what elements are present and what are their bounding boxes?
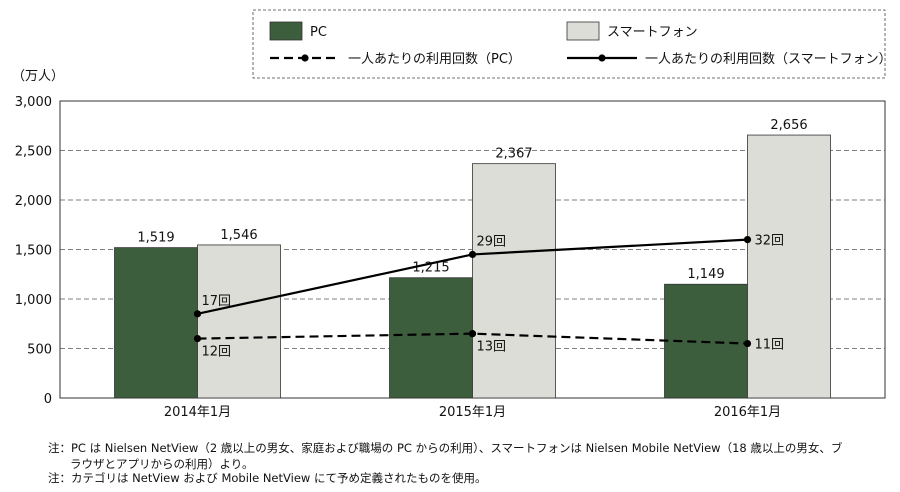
line-pc-usage [197, 332, 748, 345]
footnote-1-line-2: ラウザとアプリからの利用）より。 [70, 457, 254, 471]
plot-area: 0 500 1,000 1,500 2,000 2,500 3,000 2014年1月 2015… [15, 95, 886, 420]
bar-value-label: 1,519 [137, 231, 174, 246]
line-value-label: 13回 [477, 340, 507, 355]
line-value-label: 12回 [202, 345, 232, 360]
bar-value-label: 2,656 [770, 118, 807, 133]
legend-label: 一人あたりの利用回数（スマートフォン） [645, 52, 892, 67]
bar-value-label: 2,367 [495, 147, 532, 162]
legend-label: PC [310, 25, 327, 40]
footnote-1: 注：PC は Nielsen NetView（2 歳以上の男女、家庭および職場の… [48, 440, 842, 472]
line-point [468, 330, 477, 338]
bar-smartphone [472, 163, 556, 399]
y-tick-label: 1,500 [15, 244, 52, 259]
legend-swatch [566, 21, 600, 41]
legend-swatch [269, 21, 303, 41]
bar-smartphone [747, 134, 831, 399]
line-value-label: 11回 [755, 338, 785, 353]
legend-label: 一人あたりの利用回数（PC） [348, 52, 521, 67]
y-tick-label: 3,000 [15, 95, 52, 110]
x-tick-label: 2015年1月 [439, 405, 506, 420]
legend-label: スマートフォン [607, 25, 698, 40]
bar-pc [114, 247, 198, 399]
x-tick-label: 2016年1月 [714, 405, 781, 420]
bar-smartphone [197, 244, 281, 399]
legend-frame [252, 9, 886, 79]
legend-line-point [598, 54, 606, 62]
line-point [743, 236, 752, 244]
y-tick-label: 2,500 [15, 145, 52, 160]
y-tick-label: 0 [44, 392, 52, 407]
bar-pc [389, 277, 473, 399]
legend-line-point [301, 54, 309, 62]
footnote-1-line-1: 注：PC は Nielsen NetView（2 歳以上の男女、家庭および職場の… [48, 441, 843, 455]
line-value-label: 29回 [477, 234, 507, 249]
line-point [743, 339, 752, 348]
line-point [193, 310, 202, 318]
bar-value-label: 1,546 [220, 228, 257, 243]
line-point [468, 250, 477, 259]
line-value-label: 17回 [202, 294, 232, 309]
line-point [193, 335, 202, 343]
y-tick-label: 2,000 [15, 194, 52, 209]
line-value-label: 32回 [755, 234, 785, 249]
footnote-2: 注：カテゴリは NetView および Mobile NetView にて予め定… [48, 471, 487, 485]
y-tick-label: 1,000 [15, 293, 52, 308]
bar-value-label: 1,149 [687, 267, 724, 282]
y-axis-unit-label: （万人） [12, 69, 64, 84]
x-tick-label: 2014年1月 [164, 405, 231, 420]
y-tick-label: 500 [27, 343, 52, 358]
